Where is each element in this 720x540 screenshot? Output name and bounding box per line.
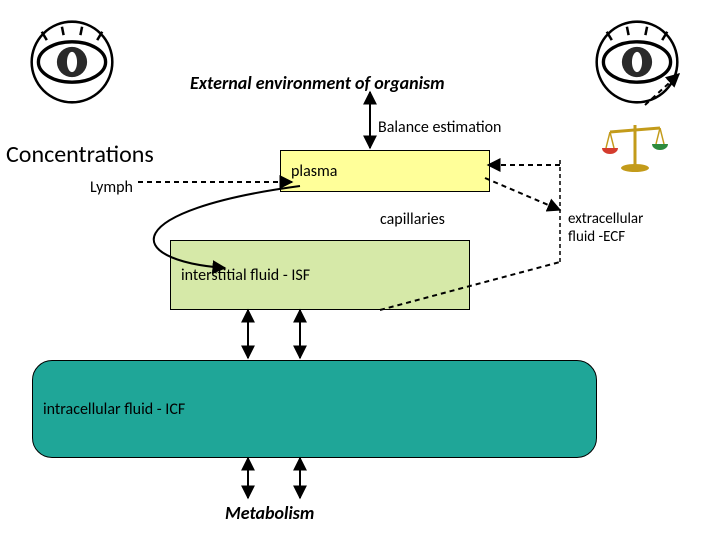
label-balance-estimation: Balance estimation [378, 118, 501, 137]
box-icf: intracellular fluid - ICF [32, 360, 597, 458]
eye-icon-right [595, 20, 679, 109]
eye-icon-left [30, 20, 114, 109]
label-icf: intracellular fluid - ICF [43, 400, 185, 419]
label-isf: interstitial fluid - ISF [181, 266, 310, 285]
label-ecf: extracellular fluid -ECF [568, 210, 643, 246]
label-plasma: plasma [291, 162, 337, 181]
scales-icon [600, 120, 670, 180]
label-lymph: Lymph [90, 178, 133, 197]
label-metabolism: Metabolism [225, 502, 314, 524]
box-isf: interstitial fluid - ISF [170, 240, 470, 310]
title-external-environment: External environment of organism [190, 72, 445, 94]
label-capillaries: capillaries [380, 210, 445, 229]
heading-concentrations: Concentrations [6, 140, 154, 169]
box-plasma: plasma [280, 150, 490, 192]
